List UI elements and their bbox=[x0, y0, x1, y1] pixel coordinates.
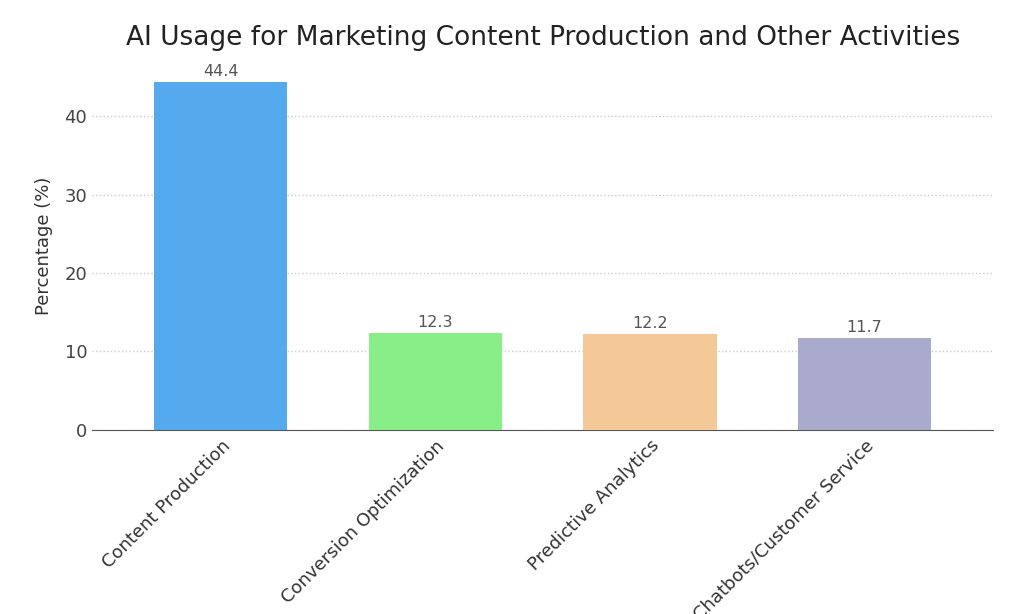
Text: 12.3: 12.3 bbox=[418, 315, 454, 330]
Y-axis label: Percentage (%): Percentage (%) bbox=[36, 176, 53, 315]
Bar bbox=[155, 82, 288, 430]
Bar bbox=[369, 333, 502, 430]
Text: 11.7: 11.7 bbox=[847, 320, 883, 335]
Text: 12.2: 12.2 bbox=[632, 316, 668, 331]
Text: 44.4: 44.4 bbox=[203, 64, 239, 79]
Bar bbox=[584, 334, 717, 430]
Title: AI Usage for Marketing Content Production and Other Activities: AI Usage for Marketing Content Productio… bbox=[126, 25, 959, 51]
Bar bbox=[798, 338, 931, 430]
